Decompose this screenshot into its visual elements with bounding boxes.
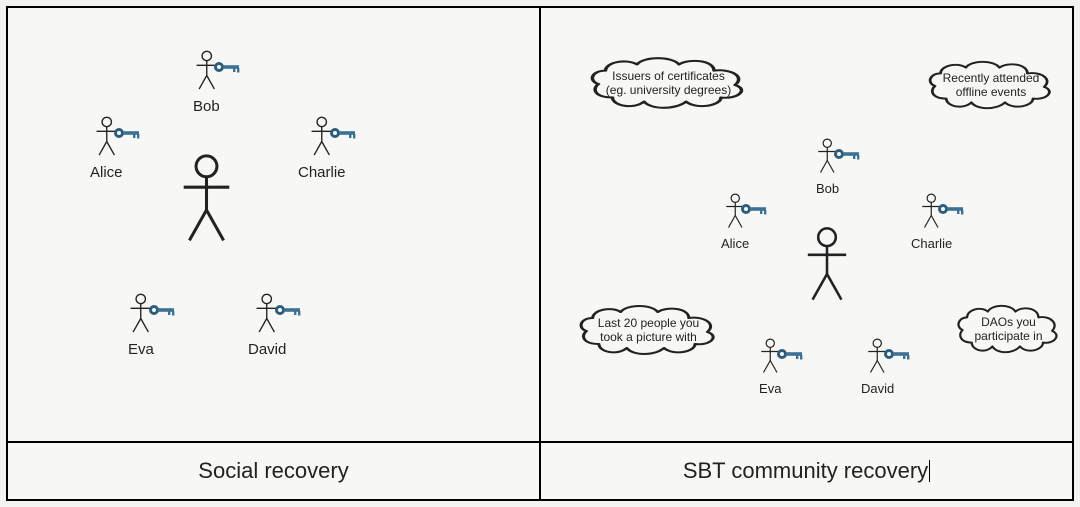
stick-figure-icon [178,153,235,244]
person-bob: Bob [193,50,220,115]
person-label: Bob [816,181,839,196]
caption-left: Social recovery [8,443,541,499]
center-figure [178,153,235,249]
key-icon [148,302,178,318]
cloud-bubble: DAOs youparticipate in [951,300,1066,358]
person-alice: Alice [721,193,749,251]
key-icon [113,125,143,141]
person-label: Bob [193,98,220,115]
key-icon [740,201,770,217]
person-label: Charlie [911,236,952,251]
key-icon [776,346,806,362]
cloud-bubble: Last 20 people youtook a picture with [571,300,726,360]
captions-row: Social recovery SBT community recovery [8,443,1072,499]
key-icon [274,302,304,318]
key-icon [213,59,243,75]
caption-left-text: Social recovery [198,458,348,484]
caption-right: SBT community recovery [541,443,1072,499]
person-label: Charlie [298,164,346,181]
person-label: Alice [721,236,749,251]
person-david: David [861,338,894,396]
person-label: Eva [759,381,782,396]
cloud-text: DAOs youparticipate in [974,315,1042,344]
cloud-text: Issuers of certificates(eg. university d… [606,69,731,98]
cloud-text: Recently attendedoffline events [943,71,1040,100]
text-cursor [929,460,930,482]
person-eva: Eva [128,293,154,358]
panel-social-recovery: Bob Alice Charlie [8,8,541,441]
stick-figure-icon [803,226,851,303]
panel-sbt-community-recovery: Issuers of certificates(eg. university d… [541,8,1072,441]
key-icon [937,201,967,217]
key-icon [833,146,863,162]
cloud-bubble: Issuers of certificates(eg. university d… [581,52,756,114]
center-figure [803,226,851,308]
cloud-bubble: Recently attendedoffline events [921,56,1061,114]
caption-right-text: SBT community recovery [683,458,928,484]
cloud-text: Last 20 people youtook a picture with [598,316,699,345]
key-icon [883,346,913,362]
person-label: David [861,381,894,396]
person-eva: Eva [759,338,782,396]
person-label: David [248,341,286,358]
person-charlie: Charlie [911,193,952,251]
diagram-frame: Bob Alice Charlie [6,6,1074,501]
person-charlie: Charlie [298,116,346,181]
person-bob: Bob [816,138,839,196]
person-label: Eva [128,341,154,358]
person-label: Alice [90,164,123,181]
panels-row: Bob Alice Charlie [8,8,1072,443]
key-icon [329,125,359,141]
person-david: David [248,293,286,358]
person-alice: Alice [90,116,123,181]
